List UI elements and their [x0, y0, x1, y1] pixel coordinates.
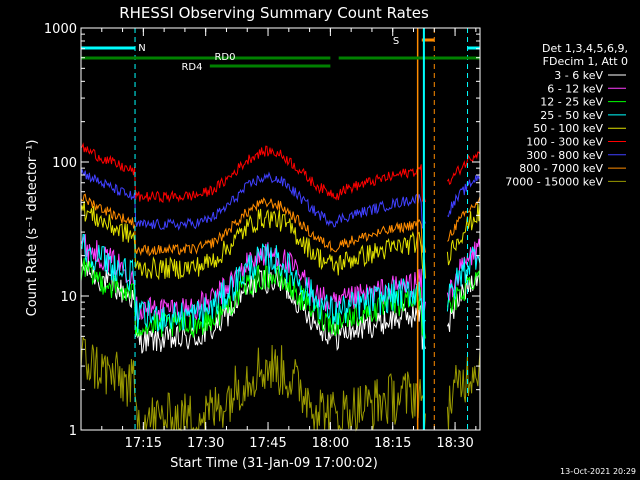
legend-label-8: 7000 - 15000 keV — [505, 175, 603, 188]
plot-frame — [80, 27, 481, 431]
y-tick-label-0: 1 — [69, 424, 77, 439]
x-tick-label-0: 17:15 — [125, 436, 162, 451]
legend-label-4: 50 - 100 keV — [533, 122, 603, 135]
y-tick-label-1: 10 — [60, 290, 77, 305]
legend-header-0: Det 1,3,4,5,6,9, — [542, 42, 628, 55]
y-axis-label: Count Rate (s⁻¹ detector⁻¹) — [25, 140, 40, 317]
x-tick-label-4: 18:15 — [374, 436, 411, 451]
legend: Det 1,3,4,5,6,9,FDecim 1, Att 03 - 6 keV… — [505, 42, 628, 188]
series-line-7 — [80, 193, 481, 257]
marker-label-0: N — [138, 43, 145, 54]
x-tick-label-1: 17:30 — [187, 436, 224, 451]
legend-label-0: 3 - 6 keV — [554, 69, 603, 82]
x-axis-label: Start Time (31-Jan-09 17:00:02) — [170, 456, 378, 471]
marker-label-2: RD0 — [214, 52, 235, 63]
chart-title: RHESSI Observing Summary Count Rates — [119, 4, 429, 22]
y-tick-label-3: 1000 — [44, 22, 77, 37]
legend-label-1: 6 - 12 keV — [547, 82, 603, 95]
legend-label-3: 25 - 50 keV — [540, 109, 603, 122]
legend-label-7: 800 - 7000 keV — [519, 162, 603, 175]
series-line-5 — [80, 142, 481, 204]
series-line-6 — [80, 169, 481, 231]
axes: 1 10 100 1000 17:15 17:30 17:45 18:00 18:15 18:30 — [44, 22, 481, 451]
x-tick-label-3: 18:00 — [312, 436, 349, 451]
x-tick-label-5: 18:30 — [436, 436, 473, 451]
footer-date: 13-Oct-2021 20:29 — [560, 467, 636, 476]
series-line-3 — [80, 233, 481, 333]
marker-label-3: RD4 — [181, 62, 202, 73]
y-tick-label-2: 100 — [52, 156, 77, 171]
legend-header-1: FDecim 1, Att 0 — [543, 55, 628, 68]
plot-area: N S RD0 RD4 — [80, 28, 481, 432]
series-line-4 — [80, 200, 481, 281]
marker-label-1: S — [393, 36, 399, 47]
series-line-8 — [80, 335, 481, 432]
legend-label-2: 12 - 25 keV — [540, 96, 603, 109]
x-tick-label-2: 17:45 — [249, 436, 286, 451]
legend-label-5: 100 - 300 keV — [526, 136, 603, 149]
legend-label-6: 300 - 800 keV — [526, 149, 603, 162]
